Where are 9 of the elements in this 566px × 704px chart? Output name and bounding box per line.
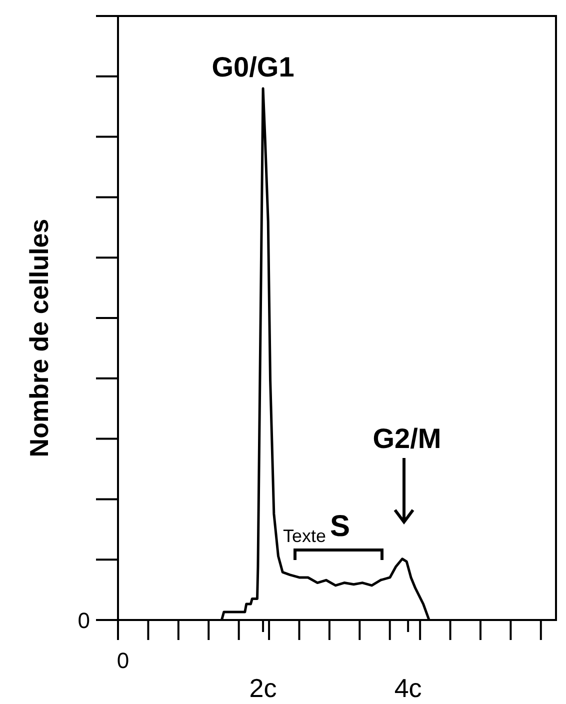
x-tick-label: 4c: [394, 673, 422, 703]
text: 0: [78, 608, 90, 633]
x-tick-label: 2c: [249, 673, 277, 703]
text: 0: [116, 648, 130, 673]
y-axis-title: Nombre de cellules: [24, 218, 54, 458]
annotation: G2/M: [372, 423, 442, 454]
annotation: G0/G1: [212, 51, 294, 82]
annotation: S: [330, 510, 350, 543]
annotation: Texte: [283, 526, 326, 546]
